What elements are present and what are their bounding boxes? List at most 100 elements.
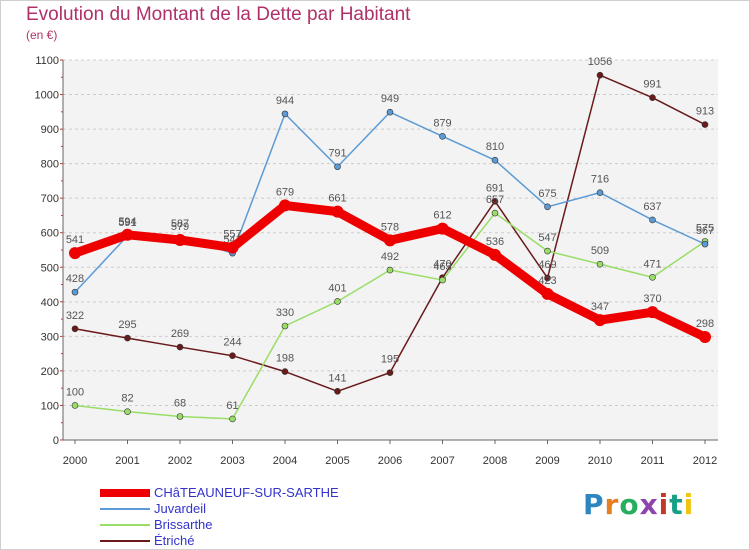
brand-letter: i bbox=[683, 488, 695, 521]
data-point bbox=[124, 408, 131, 415]
data-point bbox=[121, 228, 134, 241]
data-point bbox=[176, 413, 184, 420]
data-label: 423 bbox=[538, 275, 556, 287]
data-point bbox=[436, 222, 449, 235]
brand-letter: r bbox=[604, 488, 620, 521]
legend-label: CHâTEAUNEUF-SUR-SARTHE bbox=[154, 485, 339, 500]
data-label: 269 bbox=[171, 328, 189, 340]
data-point bbox=[439, 276, 446, 284]
data-point bbox=[646, 306, 659, 319]
legend-swatch bbox=[100, 489, 150, 497]
y-tick-label: 1100 bbox=[35, 55, 59, 67]
data-label: 557 bbox=[223, 229, 241, 241]
data-point bbox=[334, 163, 341, 171]
data-label: 879 bbox=[433, 117, 451, 129]
data-label: 567 bbox=[696, 225, 714, 237]
data-label: 913 bbox=[696, 106, 714, 118]
data-label: 675 bbox=[538, 188, 556, 200]
brand-letter: o bbox=[619, 488, 640, 521]
data-point bbox=[71, 325, 79, 333]
x-tick-label: 2004 bbox=[273, 455, 297, 467]
data-point bbox=[281, 368, 289, 375]
data-point bbox=[491, 197, 499, 205]
data-label: 575 bbox=[696, 222, 714, 234]
data-point bbox=[71, 288, 79, 296]
data-point bbox=[701, 121, 709, 128]
data-label: 298 bbox=[696, 318, 714, 330]
brand-letter: i bbox=[658, 488, 670, 521]
data-label: 716 bbox=[591, 174, 609, 186]
data-label: 469 bbox=[538, 259, 556, 271]
data-label: 463 bbox=[433, 261, 451, 273]
data-label: 1056 bbox=[588, 56, 612, 68]
x-tick-label: 2011 bbox=[641, 455, 665, 467]
data-point bbox=[71, 402, 79, 409]
x-tick-label: 2006 bbox=[378, 455, 402, 467]
data-point bbox=[386, 108, 394, 116]
y-tick-label: 700 bbox=[41, 193, 59, 205]
data-label: 195 bbox=[381, 354, 399, 366]
data-label: 657 bbox=[486, 194, 504, 206]
data-point bbox=[281, 322, 289, 330]
data-point bbox=[226, 241, 239, 254]
data-point bbox=[649, 273, 656, 281]
brand-logo: Proxiti bbox=[583, 488, 694, 521]
legend-label: Juvardeil bbox=[154, 501, 207, 516]
data-label: 591 bbox=[118, 217, 136, 229]
data-point bbox=[596, 260, 604, 268]
data-point bbox=[541, 287, 554, 300]
data-label: 547 bbox=[538, 232, 556, 244]
data-label: 944 bbox=[276, 95, 294, 107]
legend-label: Brissarthe bbox=[154, 517, 213, 532]
legend-swatch bbox=[100, 524, 150, 526]
data-label: 330 bbox=[276, 307, 294, 319]
data-point bbox=[439, 133, 446, 140]
data-label: 509 bbox=[591, 245, 609, 257]
data-point bbox=[281, 110, 289, 118]
chart-unit: (en €) bbox=[26, 28, 58, 42]
data-point bbox=[649, 94, 656, 101]
x-tick-label: 2012 bbox=[693, 455, 717, 467]
y-tick-label: 400 bbox=[41, 297, 59, 309]
y-tick-label: 800 bbox=[41, 159, 59, 171]
data-label: 61 bbox=[226, 400, 238, 412]
data-point bbox=[701, 240, 709, 248]
data-point bbox=[174, 233, 186, 246]
data-point bbox=[386, 369, 394, 376]
x-tick-label: 2001 bbox=[115, 455, 139, 467]
data-label: 810 bbox=[486, 141, 504, 153]
data-label: 578 bbox=[381, 221, 399, 233]
data-point bbox=[176, 343, 184, 351]
data-label: 661 bbox=[328, 193, 346, 205]
data-label: 370 bbox=[643, 293, 661, 305]
data-label: 991 bbox=[643, 79, 661, 91]
x-tick-label: 2008 bbox=[483, 455, 507, 467]
y-tick-label: 0 bbox=[53, 435, 59, 447]
plot-area bbox=[63, 60, 718, 440]
x-tick-label: 2009 bbox=[535, 455, 559, 467]
data-label: 141 bbox=[328, 372, 346, 384]
data-point bbox=[594, 314, 606, 327]
data-label: 691 bbox=[486, 182, 504, 194]
y-tick-label: 500 bbox=[41, 262, 59, 274]
data-point bbox=[489, 248, 501, 261]
data-point bbox=[334, 387, 341, 395]
data-label: 347 bbox=[591, 301, 609, 313]
data-point bbox=[544, 274, 551, 282]
data-label: 492 bbox=[381, 251, 399, 263]
data-point bbox=[649, 216, 656, 224]
data-point bbox=[491, 209, 499, 217]
data-label: 428 bbox=[66, 273, 84, 285]
data-label: 637 bbox=[643, 201, 661, 213]
data-label: 322 bbox=[66, 310, 84, 322]
legend-swatch bbox=[100, 540, 150, 542]
data-label: 791 bbox=[328, 148, 346, 160]
data-label: 587 bbox=[171, 218, 189, 230]
data-point bbox=[229, 352, 236, 360]
data-point bbox=[279, 199, 291, 212]
data-point bbox=[699, 331, 711, 344]
y-tick-label: 100 bbox=[41, 400, 59, 412]
data-label: 579 bbox=[171, 221, 189, 233]
data-point bbox=[384, 234, 396, 247]
